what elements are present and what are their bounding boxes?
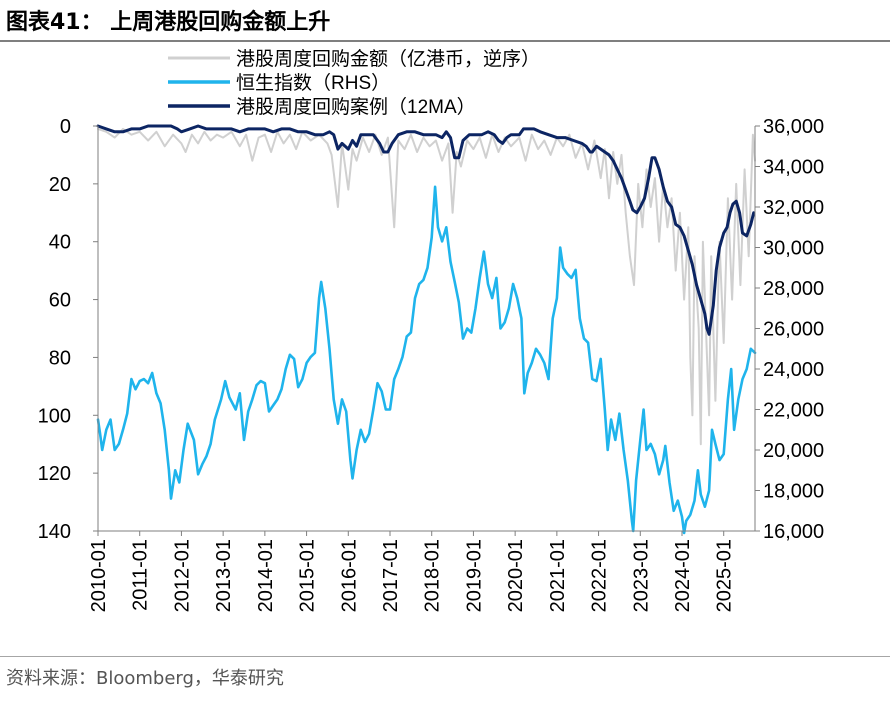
series-line-2 xyxy=(96,185,757,535)
left-tick-label: 0 xyxy=(60,116,71,138)
left-tick-label: 80 xyxy=(49,347,71,369)
right-tick-label: 26,000 xyxy=(763,319,824,341)
legend-label-2: 恒生指数（RHS） xyxy=(236,72,390,94)
right-tick-label: 28,000 xyxy=(763,278,824,300)
legend-label-1: 港股周度回购金额（亿港币，逆序） xyxy=(236,48,540,70)
left-tick-label: 40 xyxy=(49,232,71,254)
right-tick-label: 16,000 xyxy=(763,521,824,543)
x-tick-label: 2019-01 xyxy=(463,539,485,612)
right-tick-label: 22,000 xyxy=(763,400,824,422)
x-tick-label: 2010-01 xyxy=(88,539,110,612)
right-tick-label: 32,000 xyxy=(763,197,824,219)
x-tick-label: 2011-01 xyxy=(130,539,152,611)
x-tick-label: 2024-01 xyxy=(672,539,694,612)
source-note: 资料来源：Bloomberg，华泰研究 xyxy=(6,668,284,689)
x-tick-label: 2017-01 xyxy=(380,539,402,612)
x-tick-label: 2014-01 xyxy=(255,539,277,612)
left-tick-label: 140 xyxy=(38,521,71,543)
x-tick-label: 2021-01 xyxy=(547,539,569,612)
axes-layer: 0 20 40 60 80 100 120 140 16,000 18,000 20,000 22,0… xyxy=(38,116,825,612)
right-tick-label: 20,000 xyxy=(763,440,824,462)
figure-title: 图表41： 上周港股回购金额上升 xyxy=(6,10,331,35)
footer-divider xyxy=(0,656,890,657)
series-line-1 xyxy=(97,127,756,446)
right-tick-label: 30,000 xyxy=(763,238,824,260)
chart-canvas: 0 20 40 60 80 100 120 140 16,000 18,000 20,000 22,0… xyxy=(38,48,825,612)
left-tick-label: 20 xyxy=(49,174,71,196)
left-tick-label: 120 xyxy=(38,463,71,485)
right-tick-label: 36,000 xyxy=(763,116,824,138)
x-tick-label: 2018-01 xyxy=(422,539,444,612)
series-line-3 xyxy=(96,124,756,336)
chart-legend: 港股周度回购金额（亿港币，逆序）恒生指数（RHS）港股周度回购案例（12MA） xyxy=(168,48,540,118)
x-tick-label: 2022-01 xyxy=(589,539,611,612)
x-tick-label: 2025-01 xyxy=(714,539,736,612)
x-tick-label: 2013-01 xyxy=(213,539,235,612)
right-tick-label: 24,000 xyxy=(763,359,824,381)
x-tick-label: 2020-01 xyxy=(505,539,527,612)
series-layer xyxy=(96,124,757,535)
right-tick-label: 34,000 xyxy=(763,157,824,179)
right-tick-label: 18,000 xyxy=(763,481,824,503)
title-divider xyxy=(0,40,890,42)
legend-label-3: 港股周度回购案例（12MA） xyxy=(236,96,476,118)
left-tick-label: 60 xyxy=(49,290,71,312)
left-tick-label: 100 xyxy=(38,405,71,427)
x-tick-label: 2016-01 xyxy=(338,539,360,612)
x-tick-label: 2023-01 xyxy=(630,539,652,612)
x-tick-label: 2015-01 xyxy=(297,539,319,612)
x-tick-label: 2012-01 xyxy=(171,539,193,612)
